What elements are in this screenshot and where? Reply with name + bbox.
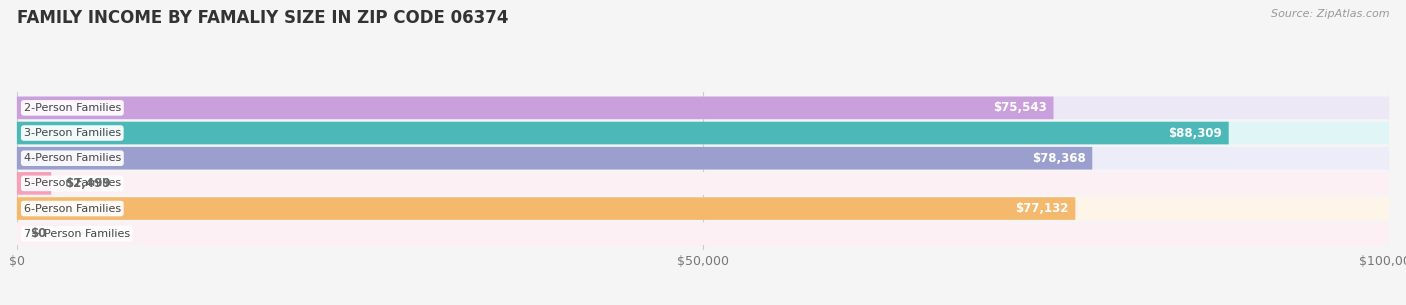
- Text: $77,132: $77,132: [1015, 202, 1069, 215]
- Text: 6-Person Families: 6-Person Families: [24, 203, 121, 213]
- Text: $88,309: $88,309: [1168, 127, 1222, 140]
- FancyBboxPatch shape: [17, 172, 1389, 195]
- Text: $75,543: $75,543: [993, 101, 1046, 114]
- FancyBboxPatch shape: [17, 197, 1076, 220]
- Text: $78,368: $78,368: [1032, 152, 1085, 165]
- FancyBboxPatch shape: [17, 222, 1389, 245]
- FancyBboxPatch shape: [17, 147, 1389, 170]
- FancyBboxPatch shape: [17, 197, 1389, 220]
- FancyBboxPatch shape: [17, 172, 51, 195]
- Text: 7+ Person Families: 7+ Person Families: [24, 229, 129, 239]
- FancyBboxPatch shape: [17, 147, 1092, 170]
- Text: $2,499: $2,499: [65, 177, 111, 190]
- FancyBboxPatch shape: [17, 122, 1389, 144]
- Text: 5-Person Families: 5-Person Families: [24, 178, 121, 188]
- Text: Source: ZipAtlas.com: Source: ZipAtlas.com: [1271, 9, 1389, 19]
- Text: 2-Person Families: 2-Person Families: [24, 103, 121, 113]
- FancyBboxPatch shape: [17, 97, 1389, 119]
- FancyBboxPatch shape: [17, 122, 1229, 144]
- FancyBboxPatch shape: [17, 97, 1053, 119]
- Text: 4-Person Families: 4-Person Families: [24, 153, 121, 163]
- Text: FAMILY INCOME BY FAMALIY SIZE IN ZIP CODE 06374: FAMILY INCOME BY FAMALIY SIZE IN ZIP COD…: [17, 9, 509, 27]
- Text: 3-Person Families: 3-Person Families: [24, 128, 121, 138]
- Text: $0: $0: [31, 227, 46, 240]
